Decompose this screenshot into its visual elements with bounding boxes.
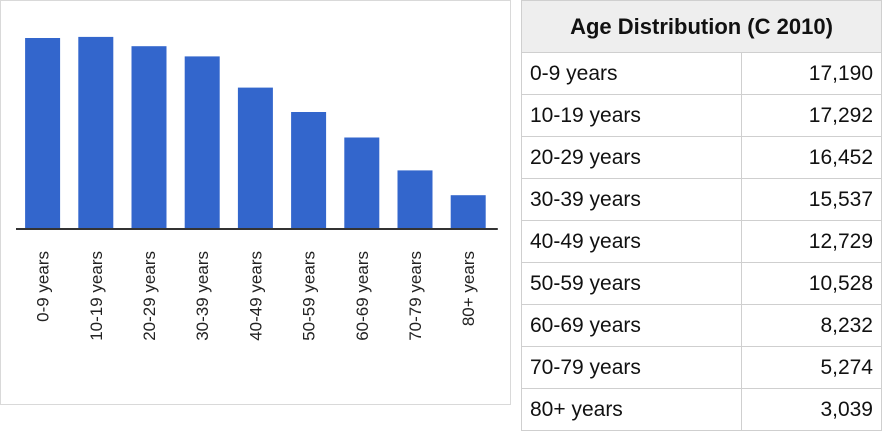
x-tick-label: 60-69 years — [353, 251, 372, 341]
table-row: 0-9 years 17,190 — [521, 52, 882, 95]
row-value: 5,274 — [741, 346, 882, 389]
row-label: 0-9 years — [521, 52, 742, 95]
row-value: 8,232 — [741, 304, 882, 347]
row-label: 10-19 years — [521, 94, 742, 137]
table-row: 60-69 years 8,232 — [521, 304, 882, 347]
row-value: 12,729 — [741, 220, 882, 263]
bar-chart: 0-9 years 10-19 years 20-29 years 30-39 yea… — [16, 36, 498, 341]
table-row: 40-49 years 12,729 — [521, 220, 882, 263]
table-row: 50-59 years 10,528 — [521, 262, 882, 305]
row-value: 3,039 — [741, 388, 882, 431]
table-row: 10-19 years 17,292 — [521, 94, 882, 137]
row-value: 17,292 — [741, 94, 882, 137]
x-tick-label: 20-29 years — [140, 251, 159, 341]
table-row: 70-79 years 5,274 — [521, 346, 882, 389]
row-label: 50-59 years — [521, 262, 742, 305]
bar-20-29-years — [131, 46, 167, 230]
bar-10-19-years — [78, 36, 114, 230]
x-tick-label: 0-9 years — [34, 251, 53, 322]
row-value: 16,452 — [741, 136, 882, 179]
table-title: Age Distribution (C 2010) — [521, 0, 882, 53]
chart-panel: 0-9 years 10-19 years 20-29 years 30-39 yea… — [0, 0, 511, 405]
age-distribution-table: Age Distribution (C 2010) 0-9 years 17,19… — [521, 0, 882, 431]
row-label: 40-49 years — [521, 220, 742, 263]
table-row: 20-29 years 16,452 — [521, 136, 882, 179]
table-header-row: Age Distribution (C 2010) — [521, 0, 882, 53]
bar-40-49-years — [237, 87, 273, 229]
x-tick-label: 70-79 years — [406, 251, 425, 341]
table-row: 80+ years 3,039 — [521, 388, 882, 431]
table-panel: Age Distribution (C 2010) 0-9 years 17,19… — [521, 0, 883, 439]
row-label: 80+ years — [521, 388, 742, 431]
bar-30-39-years — [184, 56, 220, 230]
row-value: 17,190 — [741, 52, 882, 95]
x-tick-label: 10-19 years — [87, 251, 106, 341]
x-tick-label: 80+ years — [459, 251, 478, 326]
row-label: 20-29 years — [521, 136, 742, 179]
bar-50-59-years — [291, 112, 327, 229]
bar-80-years — [450, 195, 486, 229]
table-row: 30-39 years 15,537 — [521, 178, 882, 221]
bar-0-9-years — [25, 38, 61, 229]
x-tick-label: 30-39 years — [193, 251, 212, 341]
x-tick-label: 50-59 years — [300, 251, 319, 341]
row-label: 60-69 years — [521, 304, 742, 347]
row-value: 10,528 — [741, 262, 882, 305]
row-label: 30-39 years — [521, 178, 742, 221]
row-value: 15,537 — [741, 178, 882, 221]
row-label: 70-79 years — [521, 346, 742, 389]
bar-60-69-years — [344, 137, 380, 229]
x-tick-label: 40-49 years — [246, 251, 265, 341]
bar-70-79-years — [397, 170, 433, 229]
